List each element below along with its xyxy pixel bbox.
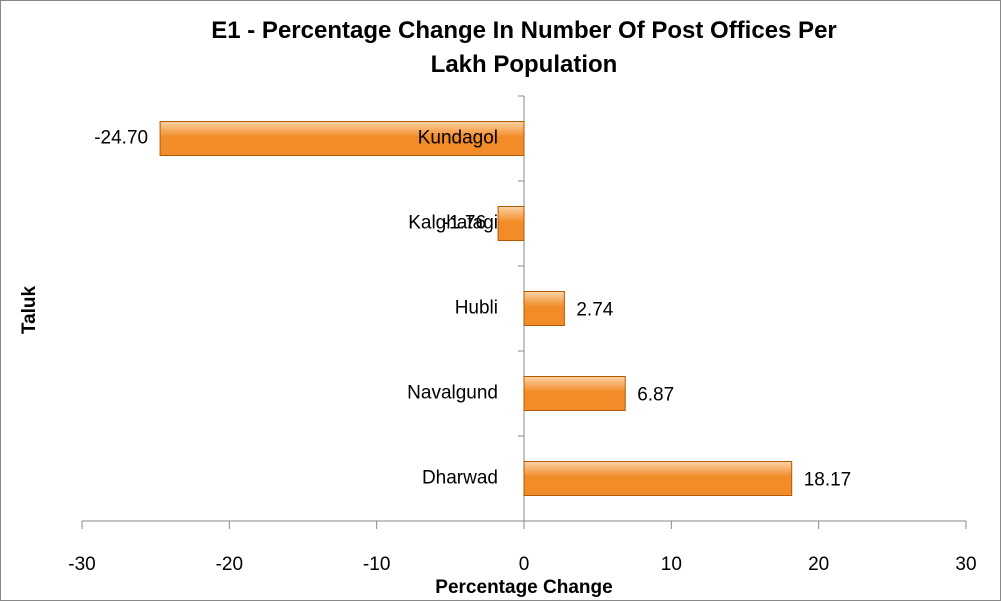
x-axis-label: Percentage Change	[435, 577, 612, 598]
x-tick-label: 30	[955, 554, 976, 575]
value-label: 2.74	[576, 300, 613, 321]
y-tick-label: Kalghatagi	[408, 213, 498, 234]
value-label: 6.87	[637, 385, 674, 406]
value-label: -24.70	[94, 128, 148, 149]
y-tick-label: Kundagol	[418, 128, 498, 149]
y-axis-label: Taluk	[19, 285, 40, 334]
bar	[523, 376, 626, 411]
y-tick-label: Hubli	[455, 298, 498, 319]
value-label: 18.17	[804, 470, 852, 491]
value-label: -1.76	[443, 213, 486, 234]
bar	[497, 206, 525, 241]
x-tick-label: -10	[363, 554, 390, 575]
chart-title: E1 - Percentage Change In Number Of Post…	[211, 17, 837, 78]
x-tick-label: 20	[808, 554, 829, 575]
x-tick-label: 10	[661, 554, 682, 575]
bar	[523, 291, 565, 326]
bar	[523, 461, 793, 496]
y-tick-label: Dharwad	[422, 468, 498, 489]
x-tick-label: -20	[216, 554, 243, 575]
bar	[159, 121, 525, 156]
y-tick-label: Navalgund	[407, 383, 498, 404]
x-tick-label: 0	[519, 554, 530, 575]
x-tick-label: -30	[68, 554, 95, 575]
